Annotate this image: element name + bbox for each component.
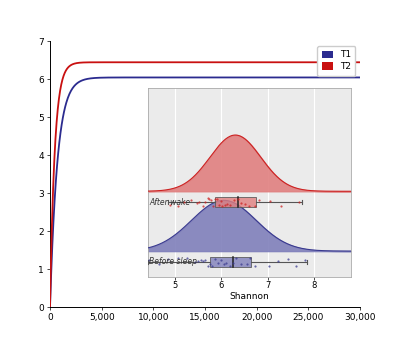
Line: T1: T1: [50, 77, 360, 307]
Point: [174, 255, 181, 261]
T2: [48, 305, 52, 309]
Point: [210, 203, 216, 208]
Point: [202, 257, 208, 263]
T2: [358, 60, 362, 64]
Point: [198, 257, 204, 262]
Point: [233, 255, 240, 261]
Point: [246, 203, 252, 208]
Point: [256, 198, 262, 203]
Point: [285, 256, 292, 262]
Point: [167, 202, 173, 208]
Point: [206, 196, 212, 202]
Point: [238, 262, 244, 267]
Point: [220, 262, 227, 267]
Point: [207, 261, 213, 266]
T1: [358, 75, 362, 79]
T1: [93, 76, 98, 80]
Point: [165, 256, 172, 262]
T1: [244, 76, 248, 80]
Point: [296, 199, 302, 205]
Point: [267, 198, 273, 204]
Point: [244, 261, 250, 266]
Point: [209, 263, 216, 269]
T2: [244, 60, 249, 64]
T1: [129, 76, 134, 80]
T1: [48, 305, 52, 309]
Point: [180, 200, 187, 205]
T1: [324, 75, 329, 79]
Point: [204, 196, 211, 201]
T2: [224, 60, 228, 64]
Point: [265, 263, 272, 268]
Point: [222, 203, 228, 208]
T2: [188, 60, 193, 65]
Point: [192, 260, 198, 265]
Point: [219, 204, 226, 209]
Point: [224, 201, 230, 207]
Bar: [214, 197, 256, 207]
T2: [93, 60, 98, 65]
Point: [214, 196, 220, 202]
Point: [278, 203, 285, 209]
Point: [252, 203, 258, 208]
Point: [226, 264, 233, 269]
Point: [174, 204, 181, 209]
Point: [188, 197, 195, 203]
Point: [217, 198, 224, 204]
X-axis label: Shannon: Shannon: [229, 293, 269, 302]
Point: [274, 258, 281, 264]
Point: [204, 263, 211, 269]
Point: [216, 202, 222, 208]
Point: [242, 201, 249, 206]
Point: [156, 262, 162, 267]
Point: [223, 260, 229, 266]
Point: [247, 256, 253, 261]
Point: [252, 263, 258, 269]
T2: [89, 60, 94, 65]
T1: [355, 75, 360, 79]
Point: [194, 200, 201, 206]
Point: [231, 197, 238, 203]
Point: [196, 199, 202, 205]
T1: [188, 76, 193, 80]
T1: [89, 76, 94, 80]
Point: [208, 197, 214, 203]
T2: [129, 60, 134, 65]
Legend: T1, T2: T1, T2: [317, 46, 356, 76]
Text: Before sleep: Before sleep: [150, 257, 198, 266]
Point: [212, 196, 219, 201]
Point: [226, 203, 233, 208]
Point: [200, 258, 206, 264]
Point: [214, 260, 221, 266]
Line: T2: T2: [50, 62, 360, 307]
Point: [217, 258, 224, 263]
T2: [355, 60, 360, 64]
Bar: [210, 257, 252, 267]
Point: [234, 197, 241, 202]
Point: [211, 256, 218, 262]
Point: [302, 257, 309, 263]
Point: [195, 258, 202, 264]
Point: [238, 201, 244, 206]
Point: [184, 255, 190, 260]
Point: [230, 260, 236, 266]
Text: After wake: After wake: [150, 198, 191, 207]
Point: [293, 264, 300, 269]
Point: [202, 199, 208, 205]
Point: [145, 257, 152, 262]
Point: [200, 204, 206, 209]
